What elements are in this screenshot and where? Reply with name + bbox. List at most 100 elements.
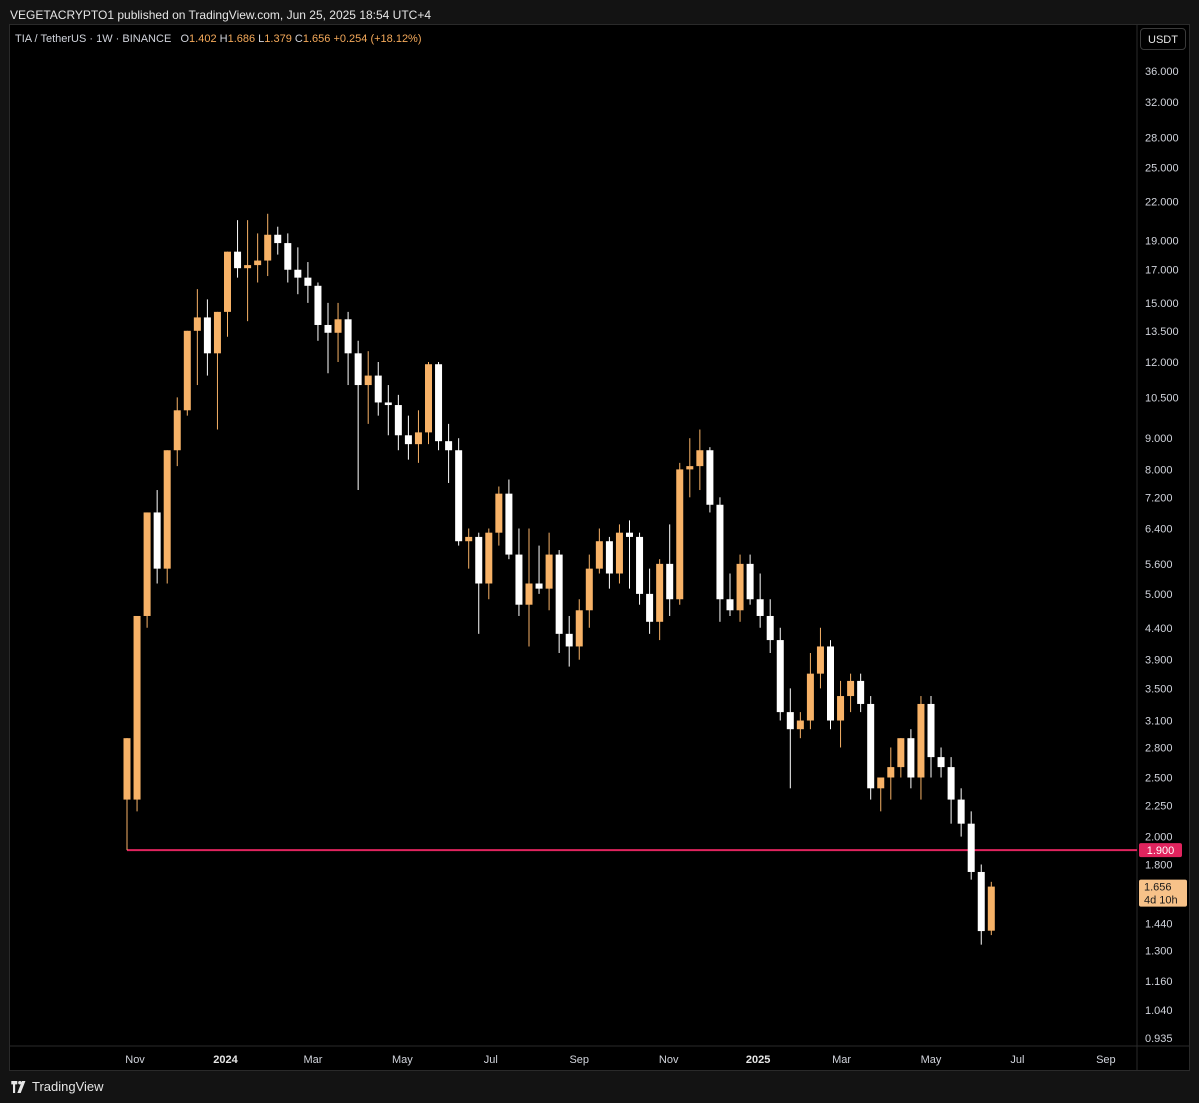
candle-body[interactable] [193,317,201,331]
candle-body[interactable] [555,554,563,634]
candle-body[interactable] [213,311,221,354]
candle-body[interactable] [756,599,764,616]
candle-body[interactable] [827,646,834,721]
candle-body[interactable] [535,583,543,589]
candle-body[interactable] [173,410,181,451]
candle-body[interactable] [847,680,855,697]
candle-body[interactable] [344,319,352,354]
candle-body[interactable] [244,265,252,269]
candle-body[interactable] [545,554,553,589]
candle-body[interactable] [746,563,754,600]
candle-body[interactable] [957,799,965,824]
candle-body[interactable] [314,285,322,325]
currency-button[interactable]: USDT [1140,28,1186,50]
candle-body[interactable] [435,364,443,442]
candle-body[interactable] [605,541,613,574]
candle-body[interactable] [636,536,644,594]
candle-body[interactable] [887,767,895,778]
candle-body[interactable] [203,317,211,354]
candle-body[interactable] [615,532,623,574]
candle-body[interactable] [967,823,975,872]
y-tick-label: 12.000 [1145,357,1179,369]
candle-body[interactable] [294,269,302,278]
candle-body[interactable] [897,738,905,768]
candle-body[interactable] [927,703,935,758]
candle-body[interactable] [626,532,633,537]
candle-body[interactable] [575,610,583,647]
candle-body[interactable] [907,738,915,778]
candle-body[interactable] [425,364,432,433]
candle-body[interactable] [284,243,292,270]
candle-body[interactable] [364,375,372,386]
candle-body[interactable] [716,504,724,600]
candle-body[interactable] [465,536,473,542]
candle-body[interactable] [234,251,242,269]
candle-body[interactable] [696,450,704,467]
candle-body[interactable] [475,536,483,584]
candle-body[interactable] [776,640,784,713]
candle-body[interactable] [786,712,794,730]
candle-body[interactable] [857,680,865,704]
candle-body[interactable] [143,512,151,616]
candle-body[interactable] [585,568,593,611]
candle-body[interactable] [736,563,744,611]
candle-body[interactable] [726,599,734,611]
candle-body[interactable] [153,512,161,569]
candle-body[interactable] [485,532,493,584]
candle-body[interactable] [766,615,774,641]
candle-body[interactable] [304,277,312,286]
candle-body[interactable] [133,615,141,800]
candle-body[interactable] [274,234,282,244]
y-tick-label: 3.500 [1145,683,1173,695]
candle-body[interactable] [404,435,412,445]
candle-body[interactable] [917,703,925,778]
candle-body[interactable] [224,251,231,312]
candle-body[interactable] [987,886,995,931]
candle-body[interactable] [495,493,503,533]
candle-body[interactable] [947,767,955,800]
candle-body[interactable] [123,738,131,800]
candle-body[interactable] [796,720,804,730]
candle-body[interactable] [686,466,694,470]
candle-body[interactable] [414,432,422,445]
candle-body[interactable] [505,493,513,555]
candle-body[interactable] [354,353,362,386]
candle-body[interactable] [324,324,332,333]
x-tick-label: Jul [484,1054,498,1066]
candle-body[interactable] [455,450,463,542]
candle-body[interactable] [977,871,985,932]
y-tick-label: 3.100 [1145,716,1173,728]
candle-body[interactable] [706,450,714,505]
candle-body[interactable] [163,450,171,569]
symbol-legend: TIA / TetherUS · 1W · BINANCE O1.402 H1.… [15,33,422,45]
publish-attribution: VEGETACRYPTO1 published on TradingView.c… [10,8,432,22]
x-tick-label: Mar [832,1054,851,1066]
candle-body[interactable] [394,405,402,436]
y-tick-label: 9.000 [1145,433,1173,445]
candle-body[interactable] [595,541,603,569]
candle-body[interactable] [374,375,382,403]
candle-body[interactable] [445,441,453,451]
candle-body[interactable] [877,777,885,789]
candle-body[interactable] [666,563,674,600]
candle-body[interactable] [937,757,945,768]
candle-body[interactable] [515,554,523,605]
candle-body[interactable] [525,583,533,605]
candle-body[interactable] [565,633,573,647]
candle-body[interactable] [806,673,814,721]
candle-body[interactable] [656,563,664,622]
candle-body[interactable] [867,703,875,789]
candle-body[interactable] [254,260,262,266]
candle-body[interactable] [816,646,824,674]
candle-body[interactable] [264,234,272,261]
candle-body[interactable] [837,696,845,721]
candle-body[interactable] [384,402,392,406]
candle-body[interactable] [646,593,654,622]
candle-body[interactable] [334,319,342,333]
candle-body[interactable] [183,330,191,411]
tradingview-logo[interactable]: TradingView [10,1079,104,1094]
y-tick-label: 15.000 [1145,298,1179,310]
candle-body[interactable] [676,469,684,600]
